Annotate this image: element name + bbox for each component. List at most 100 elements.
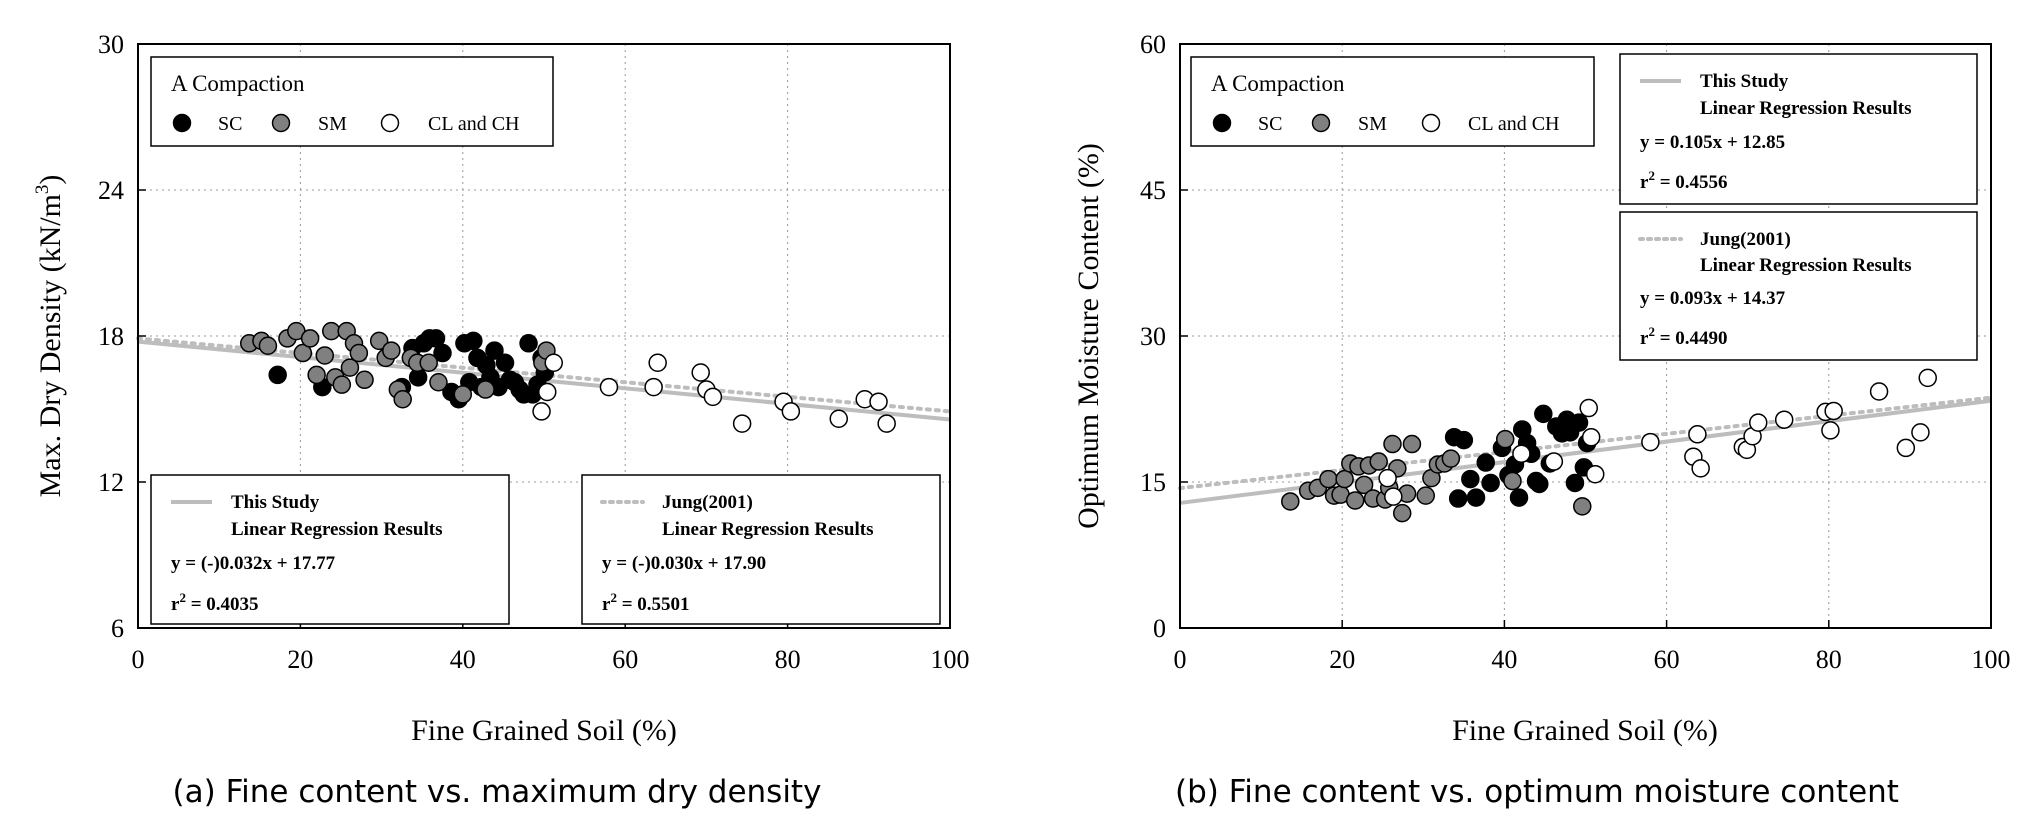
panel-a-axis-ticks: 0 20 40 60 80 100 6 12 18 24 30: [98, 30, 970, 674]
panel-a-point-sc: [519, 334, 538, 353]
panel-b-point-sc: [1481, 473, 1500, 493]
panel-b-point-cl-and-ch: [1512, 444, 1531, 464]
panel-a-point-sm: [429, 372, 448, 392]
panel-b-data-points: [1281, 368, 1937, 523]
panel-b-reg1-r2: r2 = 0.4556: [1640, 168, 1728, 193]
panel-b-point-sc: [1534, 404, 1553, 424]
panel-b-point-cl-and-ch: [1911, 423, 1930, 442]
panel-a-caption: (a) Fine content vs. maximum dry density: [173, 774, 822, 810]
panel-b-point-sm: [1416, 486, 1435, 505]
panel-a-point-cl-and-ch: [877, 414, 896, 433]
panel-b-y-tick-label: 45: [1140, 176, 1166, 205]
panel-a-point-sc: [485, 341, 504, 360]
panel-a-point-sm: [369, 331, 389, 351]
panel-b-legend: A Compaction SC SM CL and CH: [1190, 56, 1595, 147]
panel-b-point-sm: [1354, 475, 1374, 495]
panel-a-point-sc: [433, 343, 452, 363]
panel-a-data-points: [239, 321, 896, 433]
panel-b-point-sm: [1441, 449, 1461, 468]
panel-a-point-cl-and-ch: [599, 377, 619, 397]
panel-a-point-sm: [340, 358, 360, 377]
panel-a-x-tick-label: 60: [612, 645, 638, 674]
panel-a-y-tick-label: 24: [98, 176, 124, 205]
panel-b-point-sc: [1454, 430, 1474, 450]
panel-a-y-tick-label: 30: [98, 30, 124, 59]
panel-a-point-sm: [476, 380, 495, 399]
panel-a-point-cl-and-ch: [703, 387, 723, 407]
panel-b-y-tick-label: 60: [1140, 30, 1166, 59]
panel-a-legend-label-sc: SC: [218, 113, 242, 135]
panel-a-point-cl-and-ch: [869, 392, 888, 411]
panel-a-point-sc: [464, 331, 483, 351]
panel-a-y-axis-title: Max. Dry Density (kN/m3): [32, 175, 67, 498]
panel-a-reg2-label2: Linear Regression Results: [662, 519, 873, 540]
panel-a-legend-label-sm: SM: [318, 113, 347, 135]
panel-a-point-cl-and-ch: [532, 402, 551, 421]
panel-a-x-axis-title: Fine Grained Soil (%): [411, 714, 677, 747]
panel-a-point-cl-and-ch: [544, 353, 563, 373]
panel-b-point-sm: [1319, 469, 1338, 489]
panel-a-point-sm: [322, 321, 341, 341]
panel-b-x-tick-label: 80: [1816, 645, 1842, 674]
panel-a-legend-label-cl-ch: CL and CH: [428, 113, 519, 135]
panel-a-x-tick-label: 100: [931, 645, 970, 674]
panel-b-point-sm: [1402, 434, 1422, 454]
panel-b-point-sm: [1369, 452, 1388, 471]
panel-a-point-sm: [315, 346, 335, 365]
panel-b-point-sm: [1335, 469, 1354, 489]
panel-b-point-sc: [1565, 473, 1585, 493]
panel-b-legend-marker-sc: [1212, 113, 1232, 133]
panel-b-legend-marker-cl-ch: [1421, 113, 1441, 133]
panel-b-optimum-moisture: 0 20 40 60 80 100 0 15 30 45 60 Fine Grained Soil …: [1072, 30, 2011, 810]
panel-a-x-tick-label: 20: [287, 645, 313, 674]
panel-b-point-sm: [1281, 492, 1300, 511]
panel-b-point-sc: [1466, 488, 1486, 507]
panel-b-point-cl-and-ch: [1585, 464, 1605, 484]
panel-a-y-tick-label: 6: [111, 614, 124, 643]
panel-b-reg1-label2: Linear Regression Results: [1700, 98, 1911, 119]
panel-b-point-cl-and-ch: [1641, 432, 1660, 452]
panel-b-point-cl-and-ch: [1748, 413, 1768, 432]
panel-a-legend: A Compaction SC SM CL and CH: [150, 56, 554, 147]
panel-a-x-tick-label: 80: [775, 645, 801, 674]
panel-b-legend-title: A Compaction: [1211, 71, 1345, 96]
panel-a-point-sc: [268, 365, 287, 385]
panel-a-legend-marker-sc: [172, 113, 192, 133]
panel-a-point-sm: [293, 343, 313, 363]
panel-a-point-sm: [332, 375, 352, 394]
panel-b-point-cl-and-ch: [1579, 398, 1598, 418]
panel-b-x-tick-label: 40: [1491, 645, 1517, 674]
panel-b-point-sm: [1345, 491, 1365, 510]
panel-b-x-tick-label: 60: [1654, 645, 1680, 674]
panel-b-point-cl-and-ch: [1581, 427, 1601, 447]
panel-b-reg2-r2: r2 = 0.4490: [1640, 324, 1728, 349]
panel-b-reg1-label1: This Study: [1700, 71, 1789, 92]
panel-b-point-sc: [1569, 413, 1589, 432]
panel-b-point-cl-and-ch: [1821, 421, 1840, 440]
panel-a-y-tick-label: 12: [98, 468, 124, 497]
panel-b-reg2-label2: Linear Regression Results: [1700, 255, 1911, 276]
panel-b-point-sm: [1383, 434, 1402, 454]
panel-b-point-sc: [1530, 474, 1549, 494]
panel-b-x-tick-label: 0: [1174, 645, 1187, 674]
panel-b-regression-box-this-study: This Study Linear Regression Results y =…: [1619, 53, 1978, 205]
panel-a-point-sm: [355, 370, 374, 390]
panel-b-point-cl-and-ch: [1896, 438, 1916, 458]
panel-b-axis-ticks: 0 20 40 60 80 100 0 15 30 45 60: [1140, 30, 2011, 674]
panel-b-point-sm: [1495, 429, 1515, 449]
panel-a-reg2-label1: Jung(2001): [662, 492, 753, 513]
panel-a-point-cl-and-ch: [781, 402, 801, 421]
panel-b-x-tick-label: 20: [1329, 645, 1355, 674]
panel-b-point-cl-and-ch: [1774, 410, 1794, 429]
panel-b-point-cl-and-ch: [1688, 425, 1707, 444]
panel-b-point-cl-and-ch: [1824, 401, 1843, 421]
panel-a-legend-marker-cl-ch: [380, 113, 400, 133]
panel-b-point-sm: [1503, 471, 1522, 491]
panel-a-reg1-label1: This Study: [231, 492, 320, 513]
panel-a-reg2-r2: r2 = 0.5501: [602, 590, 690, 615]
panel-b-regression-box-jung-2001: Jung(2001) Linear Regression Results y =…: [1619, 211, 1978, 361]
panel-a-point-sm: [393, 390, 412, 409]
panel-a-point-cl-and-ch: [644, 377, 663, 397]
panel-a-reg1-r2: r2 = 0.4035: [171, 590, 259, 615]
